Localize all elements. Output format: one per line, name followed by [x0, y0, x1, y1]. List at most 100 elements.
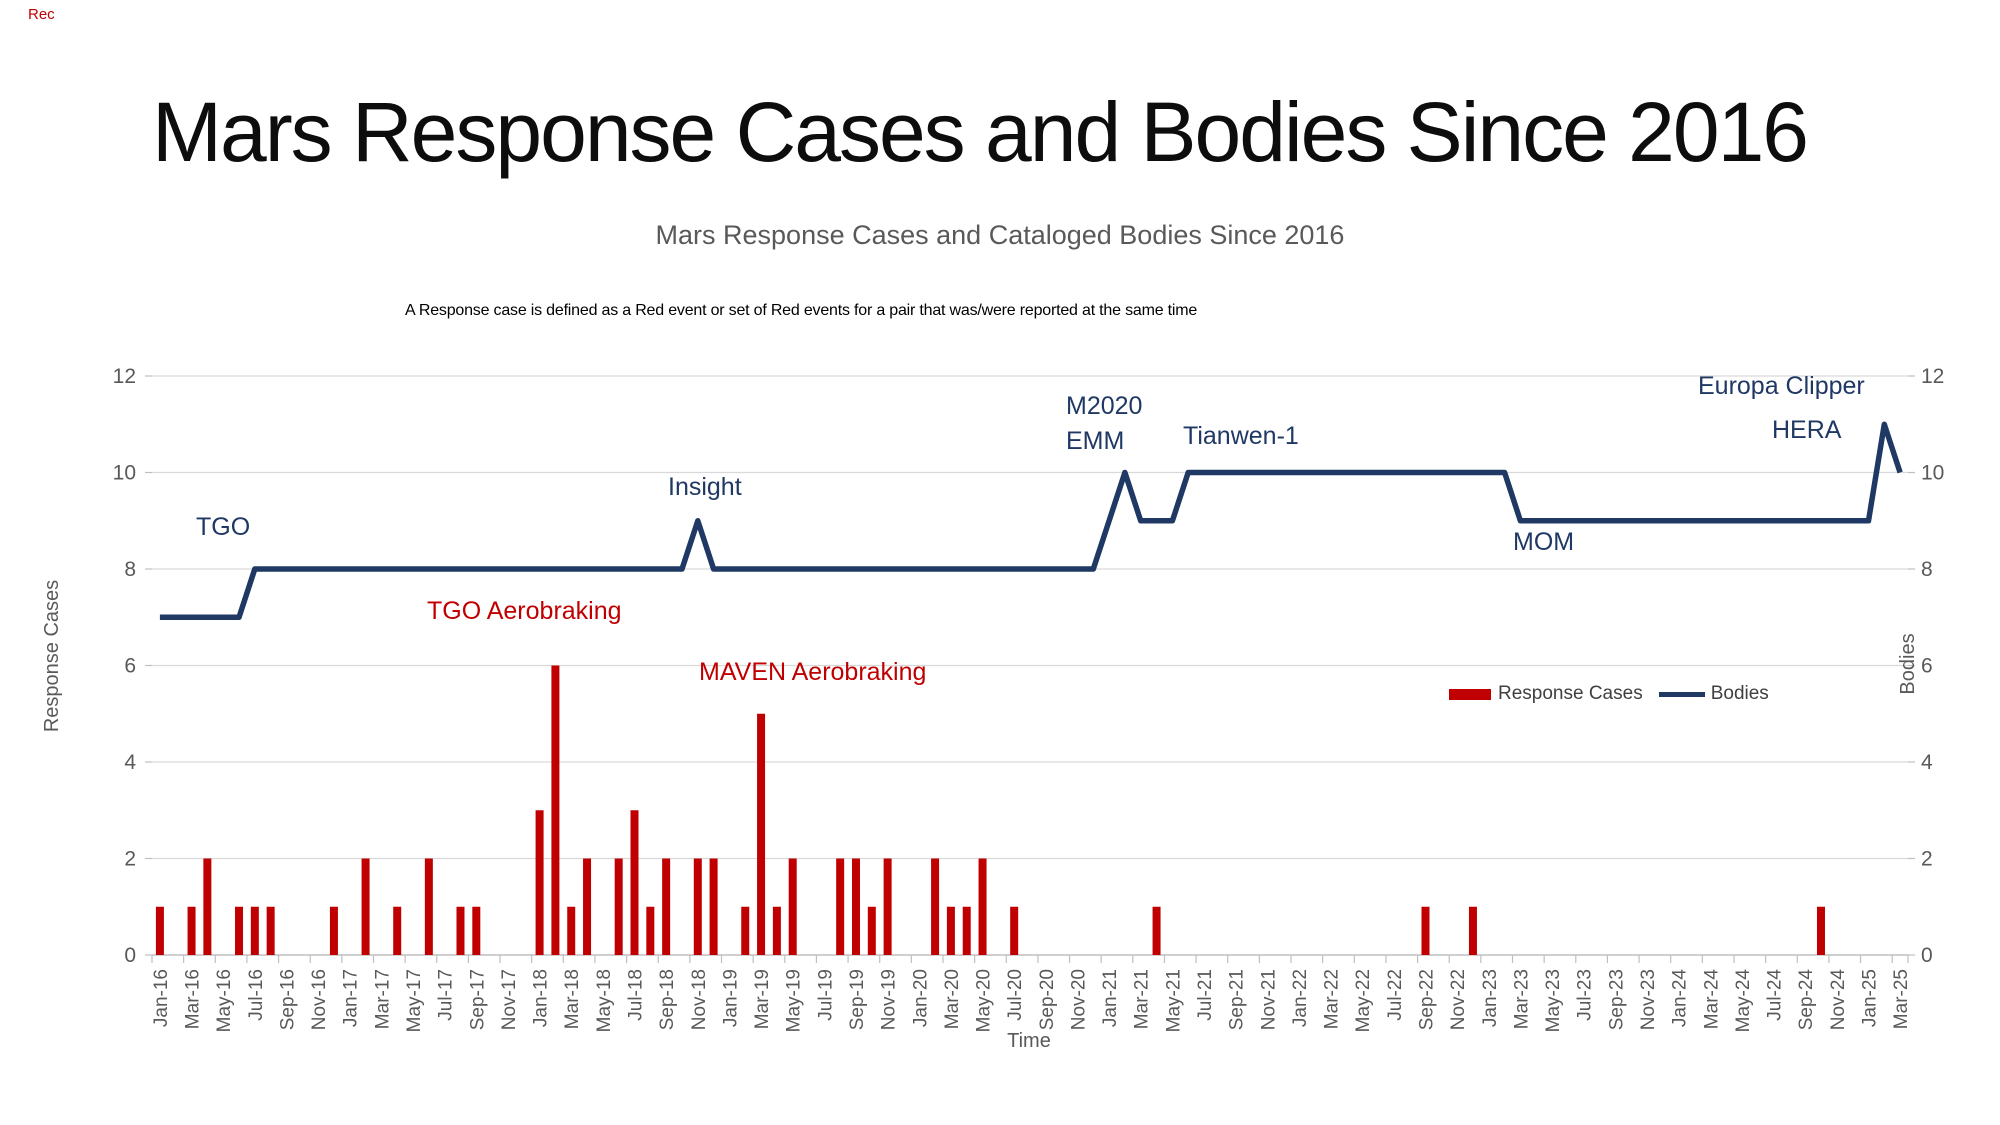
y-right-label-0: 0 — [1921, 944, 1933, 967]
bar-Jul-16 — [250, 906, 259, 955]
bar-Oct-19 — [867, 906, 876, 955]
bar-Apr-20 — [962, 906, 971, 955]
bar-May-19 — [788, 858, 797, 955]
x-tick-label-Mar-22: Mar-22 — [1322, 969, 1343, 1029]
x-tick-label-Jul-22: Jul-22 — [1385, 969, 1406, 1021]
x-tick-label-Mar-21: Mar-21 — [1132, 969, 1153, 1029]
x-tick-label-Mar-17: Mar-17 — [372, 969, 393, 1029]
x-tick-label-Sep-18: Sep-18 — [657, 969, 678, 1030]
bodies-line — [159, 421, 1903, 621]
bar-Sep-18 — [662, 858, 671, 955]
x-tick-label-Nov-22: Nov-22 — [1448, 969, 1469, 1030]
x-tick-label-Jul-24: Jul-24 — [1765, 969, 1786, 1021]
legend-label-response-cases: Response Cases — [1498, 683, 1643, 704]
annotation-tgo: TGO — [196, 513, 251, 541]
bar-Aug-16 — [266, 906, 275, 955]
bar-Mar-20 — [946, 906, 955, 955]
annotation-insight: Insight — [668, 473, 742, 501]
x-tick-label-Mar-16: Mar-16 — [183, 969, 204, 1029]
bar-Jun-18 — [614, 858, 623, 955]
x-tick-label-Jan-17: Jan-17 — [341, 969, 362, 1027]
x-tick-label-Nov-20: Nov-20 — [1068, 969, 1089, 1030]
bar-Mar-19 — [757, 713, 766, 955]
bar-Jun-17 — [424, 858, 433, 955]
bar-Nov-18 — [693, 858, 702, 955]
x-tick-label-Jul-16: Jul-16 — [246, 969, 267, 1021]
x-tick-label-Jul-21: Jul-21 — [1195, 969, 1216, 1021]
x-tick-label-Nov-16: Nov-16 — [309, 969, 330, 1030]
y-left-label-6: 6 — [124, 655, 136, 678]
bar-Apr-21 — [1152, 906, 1161, 955]
x-tick-label-Mar-18: Mar-18 — [562, 969, 583, 1029]
y-left-label-8: 8 — [124, 558, 136, 581]
x-tick-label-Sep-22: Sep-22 — [1416, 969, 1437, 1030]
x-tick-label-Mar-25: Mar-25 — [1891, 969, 1912, 1029]
x-tick-label-Sep-17: Sep-17 — [467, 969, 488, 1030]
bar-Jun-16 — [235, 906, 244, 955]
bar-Sep-19 — [851, 858, 860, 955]
x-tick-label-May-17: May-17 — [404, 969, 425, 1032]
bar-Apr-17 — [393, 906, 402, 955]
x-tick-label-Jul-23: Jul-23 — [1575, 969, 1596, 1021]
definition-note: A Response case is defined as a Red even… — [405, 302, 1198, 319]
y-left-label-12: 12 — [113, 365, 136, 388]
x-tick-label-Jan-24: Jan-24 — [1670, 969, 1691, 1028]
y-left-label-2: 2 — [124, 848, 136, 871]
x-tick-label-Mar-20: Mar-20 — [942, 969, 963, 1029]
bar-Apr-19 — [772, 906, 781, 955]
x-tick-label-Sep-21: Sep-21 — [1227, 969, 1248, 1030]
y-right-label-8: 8 — [1921, 558, 1933, 581]
legend-bar-swatch — [1449, 688, 1491, 700]
bar-Aug-18 — [646, 906, 655, 955]
bar-Feb-17 — [361, 858, 370, 955]
x-tick-label-Nov-24: Nov-24 — [1828, 969, 1849, 1031]
x-tick-label-May-22: May-22 — [1353, 969, 1374, 1032]
x-tick-label-Mar-23: Mar-23 — [1511, 969, 1532, 1029]
chart-title: Mars Response Cases and Cataloged Bodies… — [655, 220, 1345, 250]
x-tick-label-Sep-19: Sep-19 — [847, 969, 868, 1030]
x-tick-label-May-18: May-18 — [594, 969, 615, 1032]
bar-Mar-16 — [187, 906, 196, 955]
x-tick-label-Jan-21: Jan-21 — [1100, 969, 1121, 1027]
annotation-mom: MOM — [1513, 528, 1575, 556]
x-tick-label-Nov-23: Nov-23 — [1638, 969, 1659, 1030]
bar-Aug-19 — [836, 858, 845, 955]
legend-line-swatch — [1658, 691, 1705, 697]
bar-Feb-20 — [931, 858, 940, 955]
x-tick-label-Jan-22: Jan-22 — [1290, 969, 1311, 1027]
bar-Dec-22 — [1468, 906, 1477, 955]
bar-Sep-17 — [472, 906, 481, 955]
x-tick-label-May-20: May-20 — [974, 969, 995, 1032]
annotation-tgo-aerobraking: TGO Aerobraking — [427, 597, 622, 625]
y-right-label-4: 4 — [1921, 751, 1933, 774]
bar-Mar-18 — [567, 906, 576, 955]
x-tick-label-Jul-17: Jul-17 — [436, 969, 457, 1021]
bar-Aug-17 — [456, 906, 465, 955]
y-left-axis-title: Response Cases — [41, 580, 63, 732]
legend: Response Cases Bodies — [1449, 683, 1769, 705]
bar-Dec-18 — [709, 858, 718, 955]
y-right-label-2: 2 — [1921, 848, 1933, 871]
x-tick-label-Mar-24: Mar-24 — [1701, 969, 1722, 1030]
x-tick-label-May-21: May-21 — [1163, 969, 1184, 1032]
x-tick-label-Nov-17: Nov-17 — [499, 969, 520, 1030]
annotation-hera: HERA — [1772, 416, 1842, 444]
bar-May-20 — [978, 858, 987, 955]
x-tick-label-Jan-20: Jan-20 — [910, 969, 931, 1027]
y-left-label-0: 0 — [124, 944, 136, 967]
y-left-label-10: 10 — [113, 462, 136, 485]
bar-Feb-19 — [741, 906, 750, 955]
y-right-label-6: 6 — [1921, 655, 1933, 678]
x-tick-label-May-23: May-23 — [1543, 969, 1564, 1032]
x-tick-label-Jan-16: Jan-16 — [151, 969, 172, 1027]
x-tick-label-Jul-19: Jul-19 — [815, 969, 836, 1021]
x-tick-label-Sep-16: Sep-16 — [277, 969, 298, 1030]
record-indicator: Rec — [28, 6, 55, 23]
annotation-emm: EMM — [1066, 427, 1125, 455]
x-tick-label-Jan-19: Jan-19 — [720, 969, 741, 1027]
x-tick-label-Jul-18: Jul-18 — [626, 969, 647, 1021]
x-tick-label-Nov-19: Nov-19 — [879, 969, 900, 1030]
x-tick-label-May-19: May-19 — [784, 969, 805, 1032]
annotation-maven-aerobraking: MAVEN Aerobraking — [699, 658, 927, 686]
